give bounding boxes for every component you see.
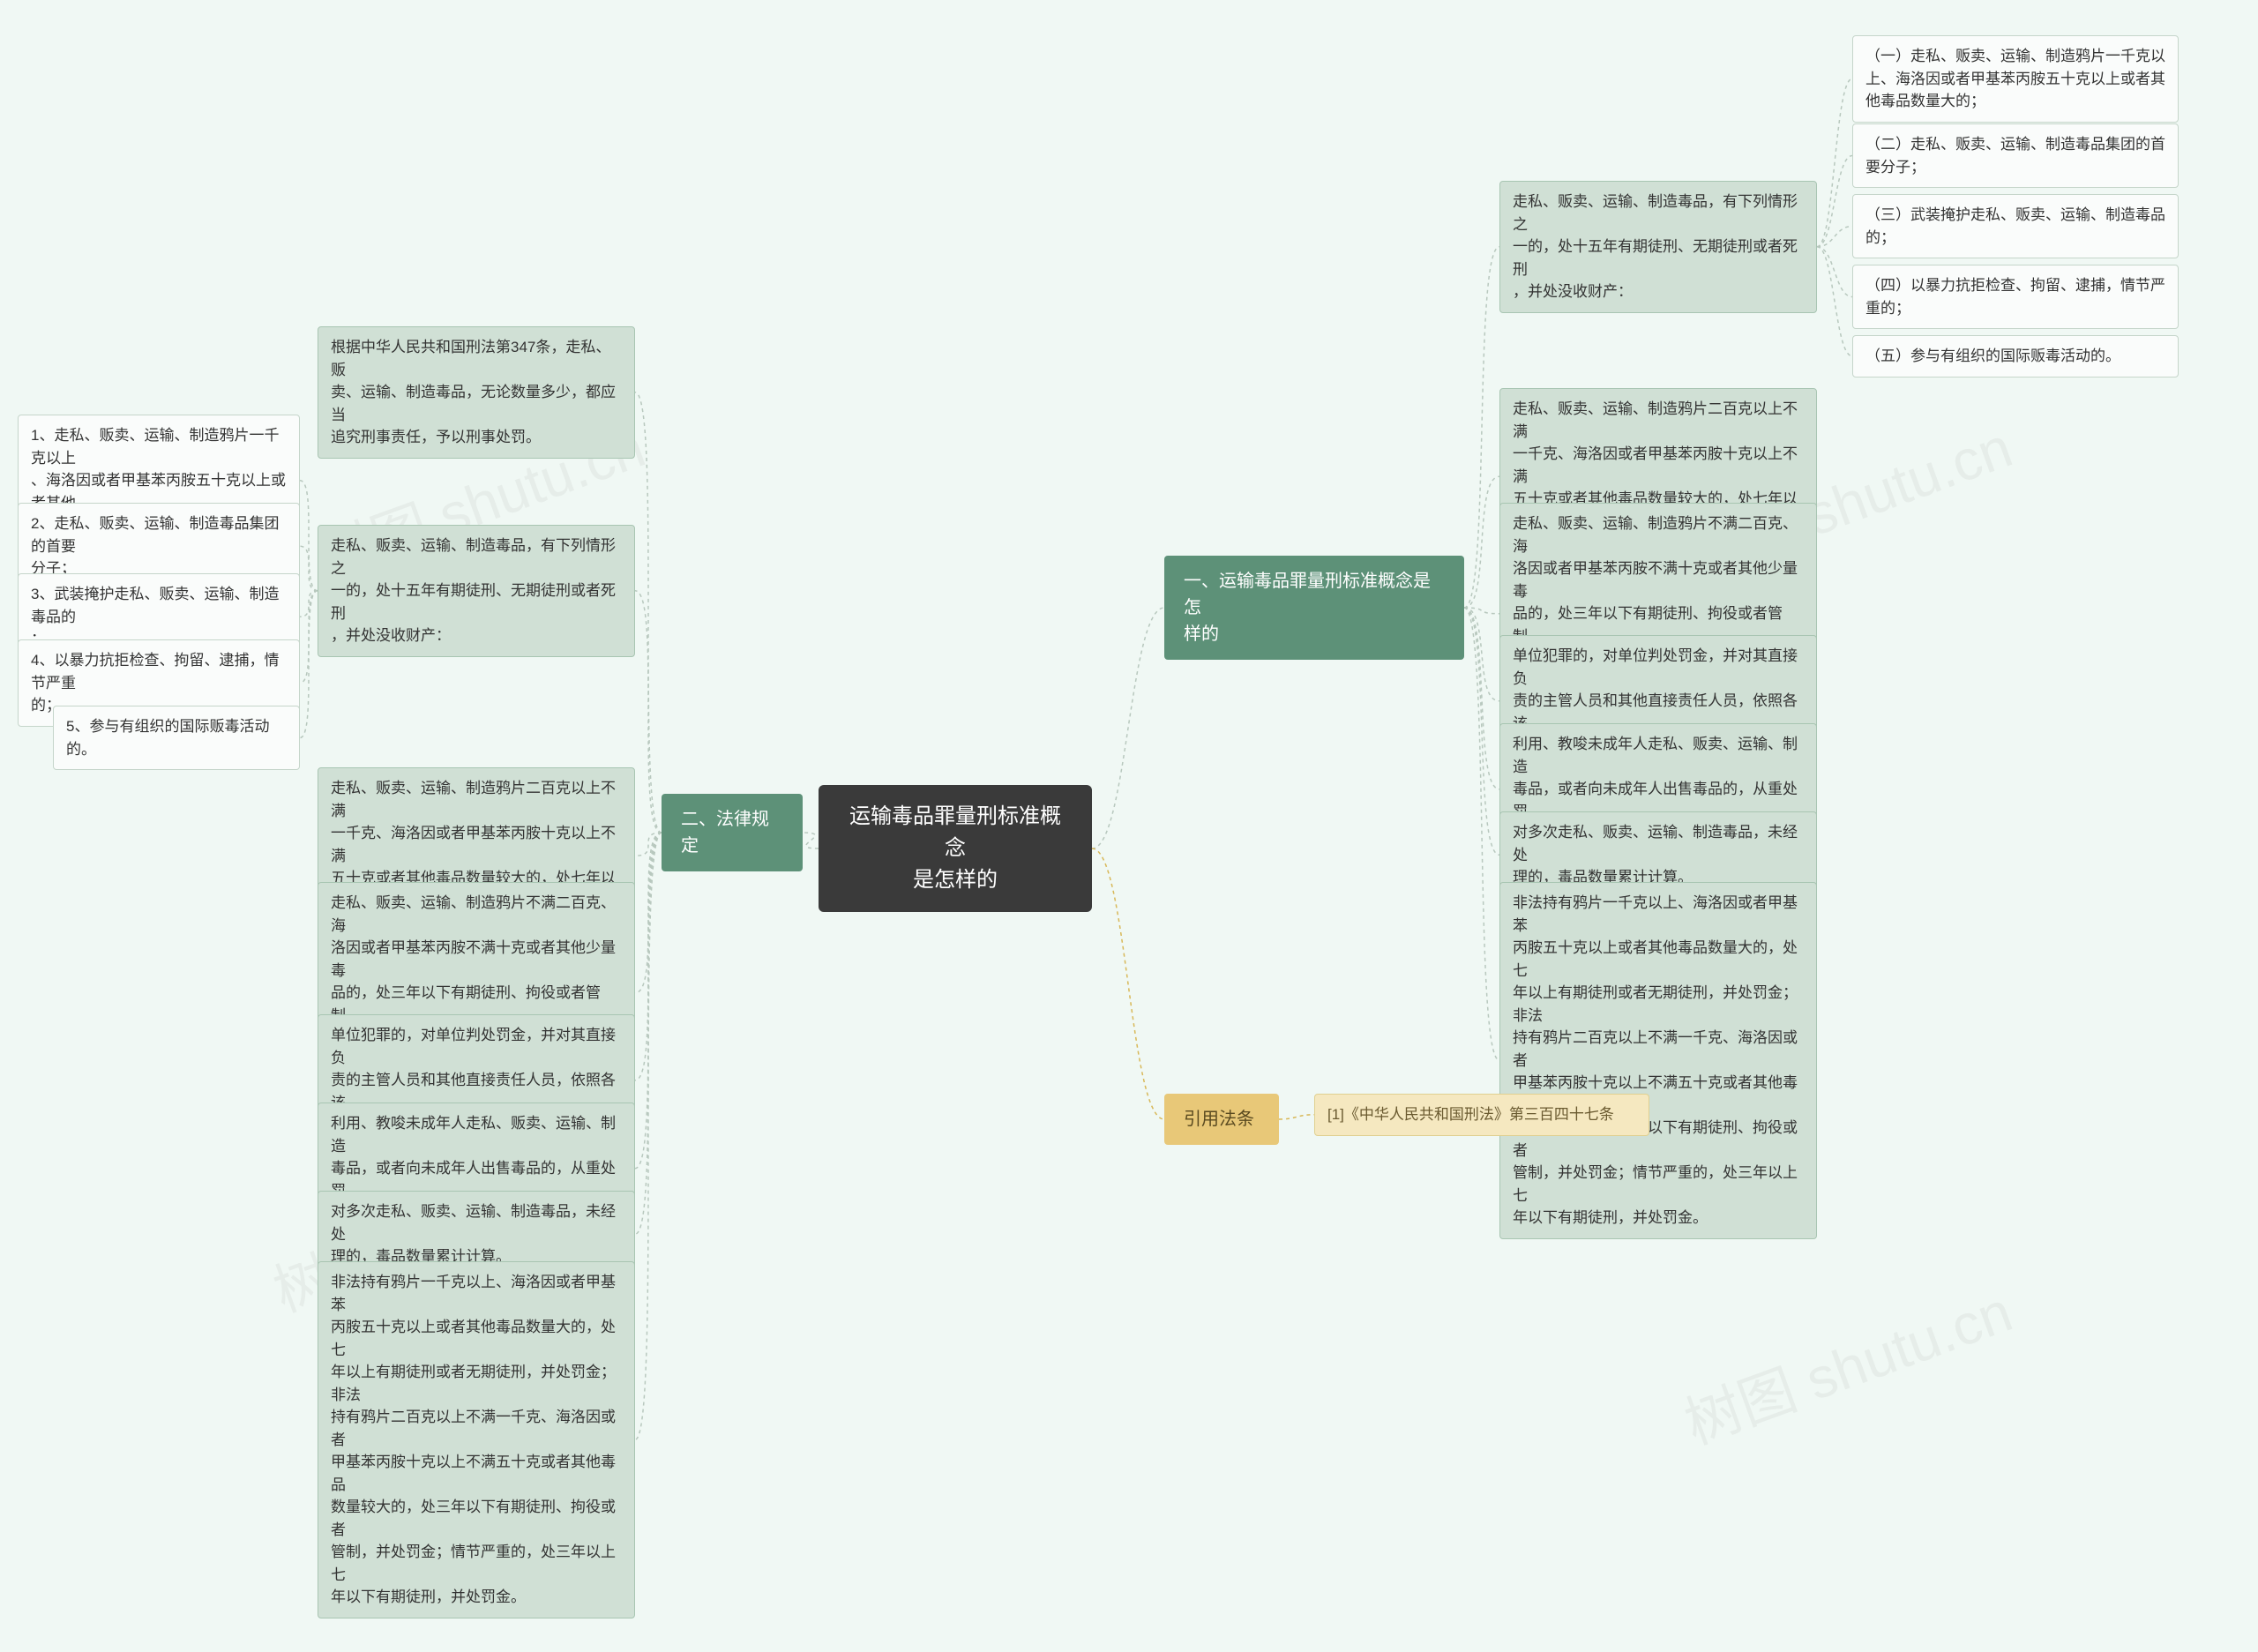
left-node-1-sub-4: 5、参与有组织的国际贩毒活动的。	[53, 706, 300, 770]
left-node-7: 非法持有鸦片一千克以上、海洛因或者甲基苯 丙胺五十克以上或者其他毒品数量大的，处…	[318, 1261, 635, 1618]
branch-right-1: 一、运输毒品罪量刑标准概念是怎 样的	[1164, 556, 1464, 660]
right1-node-0-sub-2: （三）武装掩护走私、贩卖、运输、制造毒品 的；	[1852, 194, 2179, 258]
right1-node-6: 非法持有鸦片一千克以上、海洛因或者甲基苯 丙胺五十克以上或者其他毒品数量大的，处…	[1499, 882, 1817, 1239]
left-node-0: 根据中华人民共和国刑法第347条，走私、贩 卖、运输、制造毒品，无论数量多少，都…	[318, 326, 635, 459]
branch-left: 二、法律规定	[662, 794, 803, 871]
right1-node-0-sub-3: （四）以暴力抗拒检查、拘留、逮捕，情节严 重的；	[1852, 265, 2179, 329]
right1-node-0: 走私、贩卖、运输、制造毒品，有下列情形之 一的，处十五年有期徒刑、无期徒刑或者死…	[1499, 181, 1817, 313]
right1-node-0-sub-4: （五）参与有组织的国际贩毒活动的。	[1852, 335, 2179, 377]
branch-right-2: 引用法条	[1164, 1094, 1279, 1145]
right1-node-0-sub-0: （一）走私、贩卖、运输、制造鸦片一千克以 上、海洛因或者甲基苯丙胺五十克以上或者…	[1852, 35, 2179, 123]
left-node-1: 走私、贩卖、运输、制造毒品，有下列情形之 一的，处十五年有期徒刑、无期徒刑或者死…	[318, 525, 635, 657]
watermark: 树图 shutu.cn	[1672, 1267, 2022, 1460]
right1-node-0-sub-1: （二）走私、贩卖、运输、制造毒品集团的首 要分子；	[1852, 123, 2179, 188]
center-node: 运输毒品罪量刑标准概念 是怎样的	[819, 785, 1092, 912]
right2-node-0: [1]《中华人民共和国刑法》第三百四十七条	[1314, 1094, 1649, 1136]
